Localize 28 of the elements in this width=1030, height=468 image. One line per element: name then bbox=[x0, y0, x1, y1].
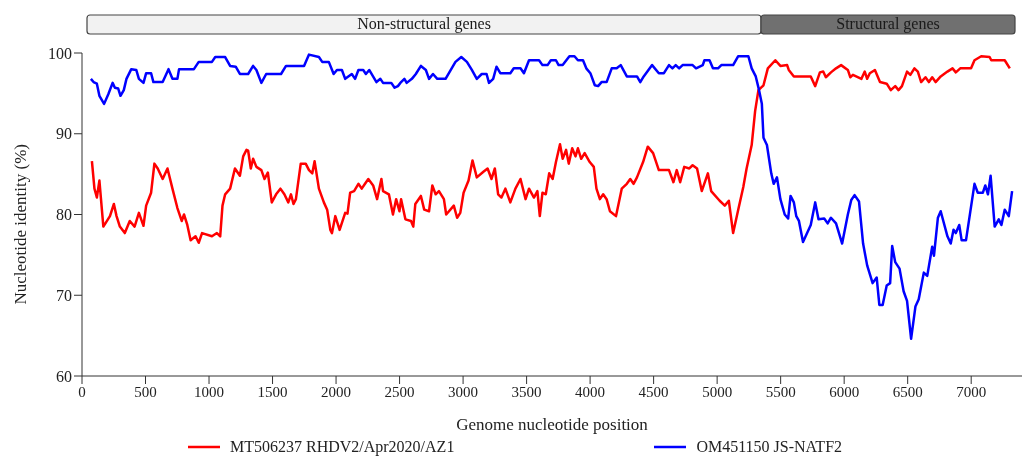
y-tick-label: 70 bbox=[56, 286, 72, 304]
x-tick-label: 5000 bbox=[702, 383, 733, 400]
x-tick-label: 3500 bbox=[511, 383, 542, 400]
x-tick-label: 5500 bbox=[765, 383, 796, 400]
x-tick-label: 7000 bbox=[956, 383, 987, 400]
line-series bbox=[89, 53, 1014, 341]
x-tick-label: 500 bbox=[134, 383, 157, 400]
x-tick-label: 2500 bbox=[384, 383, 415, 400]
y-tick-label: 90 bbox=[56, 125, 72, 143]
x-axis-title: Genome nucleotide position bbox=[456, 415, 649, 434]
x-tick-label: 0 bbox=[78, 383, 86, 400]
text: Non-structural genes bbox=[357, 15, 491, 33]
y-axis-title: Nucleotide identity (%) bbox=[11, 143, 31, 305]
text: Structural genes bbox=[836, 15, 940, 33]
x-tick-label: 2000 bbox=[321, 383, 352, 400]
legend-label: OM451150 JS-NATF2 bbox=[696, 438, 843, 456]
y-tick-label: 80 bbox=[56, 206, 72, 224]
x-tick-label: 1000 bbox=[194, 383, 225, 400]
legend-label: MT506237 RHDV2/Apr2020/AZ1 bbox=[229, 438, 455, 456]
line-series bbox=[90, 54, 1012, 245]
x-tick-label: 4000 bbox=[575, 383, 606, 400]
x-tick-label: 6500 bbox=[892, 383, 923, 400]
x-tick-label: 6000 bbox=[829, 383, 860, 400]
x-tick-label: 4500 bbox=[638, 383, 669, 400]
y-tick-label: 60 bbox=[56, 367, 72, 385]
x-tick-label: 1500 bbox=[257, 383, 288, 400]
x-tick-label: 3000 bbox=[448, 383, 479, 400]
y-tick-label: 100 bbox=[48, 44, 72, 62]
